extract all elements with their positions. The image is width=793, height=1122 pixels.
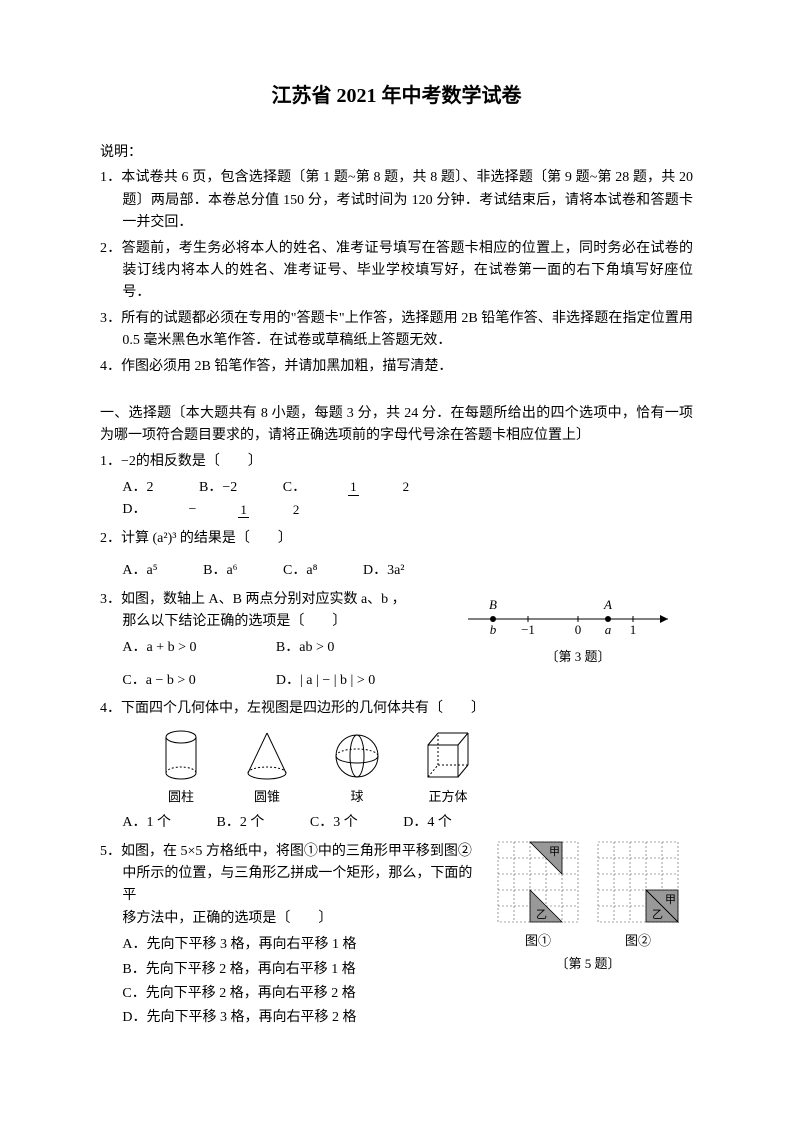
cone-icon: 圆锥	[242, 729, 292, 809]
option-c: C．a − b > 0	[122, 670, 272, 692]
cylinder-icon: 圆柱	[160, 729, 202, 809]
question-5: 5．如图，在 5×5 方格纸中，将图①中的三角形甲平移到图② 中所示的位置，与三…	[100, 841, 693, 1032]
q5-stem1: 5．如图，在 5×5 方格纸中，将图①中的三角形甲平移到图②	[100, 841, 477, 863]
q2-stem: 2．计算 (a²)³ 的结果是〔 〕	[100, 528, 693, 550]
option-b: B．2 个	[217, 812, 265, 834]
instructions-label: 说明：	[100, 142, 693, 164]
page-title: 江苏省 2021 年中考数学试卷	[100, 80, 693, 112]
svg-text:甲: 甲	[665, 894, 676, 906]
svg-text:B: B	[489, 597, 497, 612]
q3-caption: 〔第 3 题〕	[463, 647, 693, 668]
q4-shapes: 圆柱 圆锥 球 正方体	[160, 729, 693, 809]
cube-icon: 正方体	[422, 729, 474, 809]
instruction-item: 1．本试卷共 6 页，包含选择题〔第 1 题~第 8 题，共 8 题〕、非选择题…	[100, 167, 693, 234]
option-a: A．a + b > 0	[122, 637, 272, 659]
option-a: A．1 个	[122, 812, 171, 834]
svg-text:乙: 乙	[536, 908, 547, 921]
option-b: B．a⁶	[203, 560, 237, 582]
option-a: A．a⁵	[122, 560, 157, 582]
option-b: B．ab > 0	[276, 640, 334, 655]
q4-options: A．1 个 B．2 个 C．3 个 D．4 个	[122, 812, 693, 834]
svg-text:b: b	[490, 622, 497, 637]
q5-stem2: 中所示的位置，与三角形乙拼成一个矩形，那么，下面的平	[122, 863, 477, 908]
question-1: 1．−2的相反数是〔 〕 A．2 B．−2 C．12 D．−12	[100, 451, 693, 522]
q1-expr: −2	[121, 454, 136, 469]
option-c: C．3 个	[310, 812, 358, 834]
option-c: C．a⁸	[283, 560, 317, 582]
q3-options: A．a + b > 0 B．ab > 0	[122, 637, 463, 659]
option-c: C．先向下平移 2 格，再向右平移 2 格	[122, 983, 477, 1005]
question-4: 4．下面四个几何体中，左视图是四边形的几何体共有〔 〕 圆柱 圆锥 球 正方体 …	[100, 698, 693, 834]
option-b: B．−2	[199, 477, 237, 499]
svg-text:−1: −1	[521, 622, 535, 637]
q4-stem: 4．下面四个几何体中，左视图是四边形的几何体共有〔 〕	[100, 698, 693, 720]
svg-text:1: 1	[630, 622, 637, 637]
section-heading: 一、选择题〔本大题共有 8 小题，每题 3 分，共 24 分．在每题所给出的四个…	[100, 403, 693, 448]
instructions-list: 1．本试卷共 6 页，包含选择题〔第 1 题~第 8 题，共 8 题〕、非选择题…	[100, 167, 693, 378]
q5-stem3: 移方法中，正确的选项是〔 〕	[122, 908, 477, 930]
instruction-item: 4．作图必须用 2B 铅笔作答，并请加黑加粗，描写清楚．	[100, 356, 693, 378]
option-d: D．| a | − | b | > 0	[276, 673, 375, 688]
q5-caption: 〔第 5 题〕	[483, 954, 693, 975]
option-a: A．先向下平移 3 格，再向右平移 1 格	[122, 934, 477, 956]
q2-options: A．a⁵ B．a⁶ C．a⁸ D．3a²	[122, 560, 693, 582]
number-line-icon: B A b −1 0 a 1	[463, 594, 683, 639]
question-2: 2．计算 (a²)³ 的结果是〔 〕 A．a⁵ B．a⁶ C．a⁸ D．3a²	[100, 528, 693, 583]
option-d: D．−12	[122, 499, 385, 521]
q3-figure: B A b −1 0 a 1 〔第 3 题〕	[463, 589, 693, 693]
option-a: A．2	[122, 477, 153, 499]
question-3: 3．如图，数轴上 A、B 两点分别对应实数 a、b ， 那么以下结论正确的选项是…	[100, 589, 693, 693]
q1-post: 的相反数是〔 〕	[136, 454, 262, 469]
q1-num: 1．	[100, 454, 121, 469]
option-d: D．3a²	[363, 560, 405, 582]
svg-text:甲: 甲	[549, 846, 560, 858]
q5-figures: 甲 乙 图① 甲 乙 图	[477, 841, 693, 1032]
svg-text:A: A	[603, 597, 612, 612]
grid2-icon: 甲 乙 图②	[597, 841, 679, 952]
svg-text:乙: 乙	[652, 908, 663, 921]
option-d: D．4 个	[403, 812, 452, 834]
option-c: C．12	[283, 477, 495, 499]
grid1-icon: 甲 乙 图①	[497, 841, 579, 952]
option-b: B．先向下平移 2 格，再向右平移 1 格	[122, 959, 477, 981]
svg-text:a: a	[605, 622, 612, 637]
option-d: D．先向下平移 3 格，再向右平移 2 格	[122, 1007, 477, 1029]
q3-stem2: 那么以下结论正确的选项是〔 〕	[122, 611, 463, 633]
q5-options: A．先向下平移 3 格，再向右平移 1 格 B．先向下平移 2 格，再向右平移 …	[122, 934, 477, 1030]
instruction-item: 3．所有的试题都必须在专用的"答题卡"上作答，选择题用 2B 铅笔作答、非选择题…	[100, 308, 693, 353]
instruction-item: 2．答题前，考生务必将本人的姓名、准考证号填写在答题卡相应的位置上，同时务必在试…	[100, 238, 693, 305]
q3-stem1: 3．如图，数轴上 A、B 两点分别对应实数 a、b ，	[100, 589, 463, 611]
sphere-icon: 球	[332, 729, 382, 809]
svg-text:0: 0	[575, 622, 582, 637]
q1-options: A．2 B．−2 C．12 D．−12	[122, 477, 693, 522]
